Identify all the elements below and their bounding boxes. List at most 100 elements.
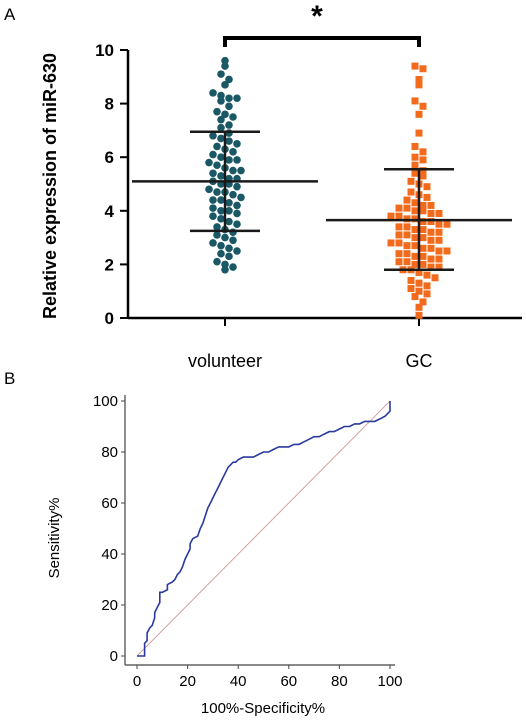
gc-point-63: [419, 252, 427, 260]
gc-point-21: [423, 193, 431, 201]
gc-point-57: [427, 244, 435, 252]
panel-b-xtick-label-1: 20: [179, 673, 196, 690]
gc-point-42: [411, 226, 419, 234]
volunteer-point-53: [225, 207, 233, 215]
volunteer-point-14: [217, 115, 225, 124]
gc-point-1: [419, 65, 427, 73]
gc-point-60: [395, 250, 403, 258]
panel-b-lines: [136, 400, 391, 657]
gc-point-43: [419, 226, 427, 234]
volunteer-point-68: [233, 247, 241, 255]
volunteer-point-5: [209, 89, 217, 97]
volunteer-point-48: [217, 196, 225, 204]
panel-b-xtick-label-3: 60: [280, 673, 297, 690]
volunteer-point-4: [221, 81, 229, 89]
gc-point-9: [419, 148, 427, 156]
gc-point-31: [435, 209, 443, 217]
gc-point-24: [419, 201, 427, 209]
gc-point-26: [395, 204, 403, 212]
panel-b-xtick-label-0: 0: [133, 673, 141, 690]
gc-point-61: [403, 250, 411, 258]
panel-b-ytick-label-4: 80: [101, 444, 118, 461]
gc-point-70: [427, 263, 435, 271]
volunteer-point-58: [233, 220, 241, 228]
volunteer-point-30: [213, 161, 221, 170]
panel-b-ytick-label-5: 100: [93, 393, 118, 410]
volunteer-point-26: [217, 153, 225, 161]
gc-point-64: [427, 255, 435, 263]
gc-point-51: [435, 236, 443, 244]
gc-point-22: [403, 196, 411, 204]
volunteer-point-13: [229, 113, 237, 121]
volunteer-point-62: [213, 231, 221, 239]
category-label-1: GC: [406, 351, 433, 371]
gc-point-49: [419, 234, 427, 242]
volunteer-point-8: [233, 94, 241, 103]
panel-a-ytick-label-0: 0: [105, 309, 114, 328]
gc-point-30: [427, 209, 435, 217]
gc-point-28: [411, 207, 419, 215]
volunteer-point-33: [237, 166, 245, 175]
gc-point-68: [411, 260, 419, 268]
gc-point-44: [427, 228, 435, 236]
volunteer-point-27: [225, 156, 233, 164]
gc-point-0: [411, 62, 419, 70]
panel-b-xlabel: 100%-Specificity%: [201, 700, 325, 717]
volunteer-point-17: [225, 129, 233, 137]
panel-b-axes: 0 20 40 60 80 100 0 20 40 60 80 100: [93, 393, 403, 690]
gc-point-36: [419, 218, 427, 226]
gc-point-27: [403, 204, 411, 212]
volunteer-point-6: [217, 91, 225, 100]
panel-a-stats: [132, 130, 512, 272]
gc-point-6: [415, 110, 423, 118]
volunteer-point-11: [213, 107, 221, 116]
volunteer-point-43: [213, 188, 221, 196]
gc-point-65: [435, 255, 443, 263]
volunteer-point-63: [221, 233, 229, 242]
volunteer-point-16: [217, 123, 225, 132]
gc-point-50: [427, 236, 435, 244]
gc-point-32: [387, 212, 395, 220]
gc-point-74: [415, 268, 423, 276]
gc-point-11: [419, 156, 427, 164]
gc-point-10: [411, 153, 419, 161]
gc-point-18: [423, 183, 431, 191]
volunteer-point-25: [209, 150, 217, 159]
volunteer-point-49: [225, 198, 233, 207]
gc-point-52: [387, 239, 395, 247]
volunteer-point-29: [205, 158, 213, 167]
panel-a-ytick-label-2: 4: [105, 202, 115, 221]
volunteer-point-71: [213, 257, 221, 266]
volunteer-point-59: [213, 223, 221, 231]
gc-point-5: [419, 102, 427, 110]
significance-star: *: [311, 0, 323, 33]
volunteer-point-19: [217, 134, 225, 143]
volunteer-point-52: [217, 207, 225, 215]
panel-b-xtick-label-5: 100: [377, 673, 402, 690]
volunteer-point-35: [217, 172, 225, 180]
gc-point-8: [411, 142, 419, 150]
panel-b-xtick-label-2: 40: [230, 673, 247, 690]
volunteer-point-65: [209, 239, 217, 247]
volunteer-point-2: [217, 70, 225, 78]
volunteer-point-41: [233, 182, 241, 191]
volunteer-point-45: [229, 190, 237, 199]
gc-point-78: [415, 279, 423, 287]
gc-point-79: [423, 282, 431, 290]
volunteer-point-56: [217, 215, 225, 223]
volunteer-point-21: [233, 140, 241, 148]
volunteer-point-66: [217, 241, 225, 250]
volunteer-point-70: [225, 252, 233, 261]
volunteer-point-61: [229, 228, 237, 237]
gc-point-80: [407, 285, 415, 293]
gc-point-48: [411, 234, 419, 242]
gc-point-56: [419, 244, 427, 252]
gc-point-45: [435, 228, 443, 236]
panel-b-chart: Sensitivity% 100%-Specificity% 0 20 40 60 80…: [46, 393, 403, 717]
gc-point-15: [419, 172, 427, 180]
panel-a-categories: volunteer GC: [188, 351, 433, 371]
gc-point-75: [423, 271, 431, 279]
volunteer-point-7: [225, 94, 233, 103]
volunteer-point-54: [233, 209, 241, 218]
